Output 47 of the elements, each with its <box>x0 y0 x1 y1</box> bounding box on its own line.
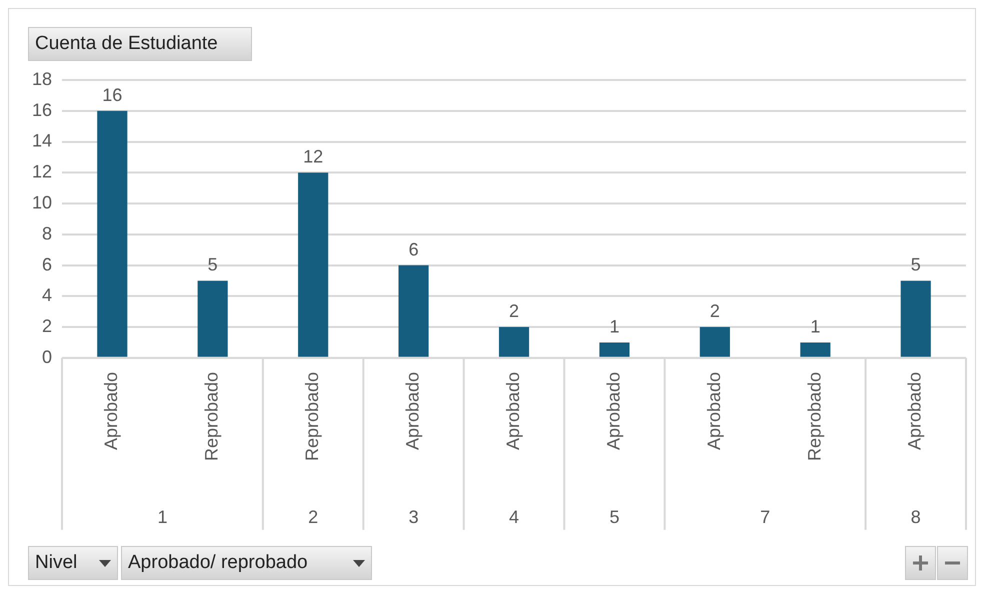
x-tick-label: Aprobado <box>101 372 122 450</box>
y-tick-label: 12 <box>32 162 52 182</box>
bar <box>198 280 228 357</box>
bar <box>599 342 630 357</box>
data-label: 2 <box>710 301 720 322</box>
x-tick-label: Aprobado <box>704 372 724 450</box>
bar <box>398 265 429 357</box>
data-label: 5 <box>910 254 921 275</box>
y-tick-label: 18 <box>32 68 52 89</box>
bar <box>298 172 328 357</box>
x-tick-label: Reprobado <box>302 372 322 462</box>
text: 5 <box>609 506 620 527</box>
text: 2 <box>308 506 318 527</box>
y-tick-label: 6 <box>42 254 52 274</box>
y-tick-label: 0 <box>42 346 52 367</box>
x-tick-label: Reprobado <box>804 372 824 462</box>
y-axis-title: Cuenta de Estudiante <box>35 33 219 55</box>
bar <box>498 327 530 357</box>
y-tick-label: 16 <box>32 100 52 120</box>
x-tick-label: Reprobado <box>202 372 222 462</box>
x-tick-label: Aprobado <box>603 372 624 450</box>
text: 7 <box>760 506 770 527</box>
x-axis-title: Nivel <box>35 552 78 574</box>
data-label: 1 <box>810 316 820 336</box>
y-tick-label: 10 <box>32 192 52 212</box>
data-label: 2 <box>509 301 520 322</box>
bar <box>900 280 931 357</box>
data-label: 12 <box>303 146 324 167</box>
data-label: 16 <box>102 84 122 105</box>
y-tick-label: 8 <box>42 223 52 244</box>
text: 3 <box>408 506 419 527</box>
x-tick-label: Aprobado <box>502 372 523 450</box>
bar <box>800 342 830 357</box>
bar <box>97 110 128 357</box>
text: 8 <box>910 506 921 527</box>
x-tick-label: Aprobado <box>402 372 423 450</box>
y-tick-label: 14 <box>32 130 52 151</box>
y-tick-label: 4 <box>42 285 52 306</box>
bar <box>700 327 730 357</box>
y-tick-label: 2 <box>42 316 52 336</box>
x-tick-label: Aprobado <box>904 372 925 450</box>
data-label: 6 <box>408 239 419 260</box>
legend-title: Aprobado/ reprobado <box>128 552 309 574</box>
text: 1 <box>157 506 168 527</box>
text: 4 <box>509 506 520 527</box>
data-label: 5 <box>208 254 218 275</box>
data-label: 1 <box>609 316 620 336</box>
